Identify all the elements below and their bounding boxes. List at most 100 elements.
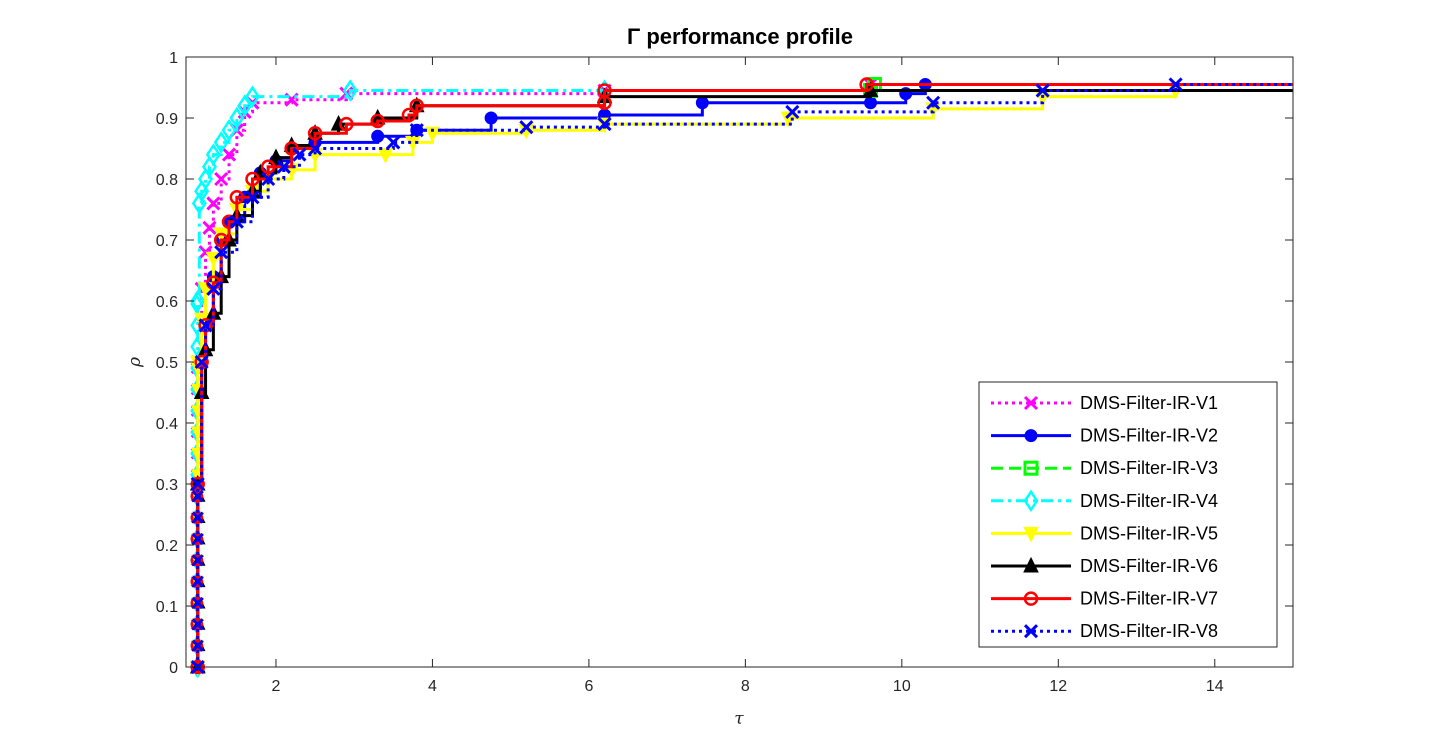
legend-marker xyxy=(1023,489,1039,513)
series-point xyxy=(190,575,203,588)
x-tick-label: 14 xyxy=(1206,678,1224,695)
series-point xyxy=(221,147,237,162)
legend-marker xyxy=(1023,460,1039,476)
ticks-layer: 2 4 6 8 10 12 14 0 0.1 0.2 0.3 0.4 0.5 0.6 0.7 0.8 0.9 1 xyxy=(156,50,1293,695)
x-tick-label: 2 xyxy=(272,678,281,695)
series-layer xyxy=(189,76,1293,679)
y-tick-label: 0.1 xyxy=(156,599,178,616)
chart-title: Γ performance profile xyxy=(627,24,853,49)
x-tick-label: 4 xyxy=(428,678,437,695)
legend-label: DMS-Filter-IR-V7 xyxy=(1080,589,1218,609)
legend-label: DMS-Filter-IR-V6 xyxy=(1080,556,1218,576)
series-point xyxy=(202,220,217,235)
series-point xyxy=(424,126,441,143)
series-point xyxy=(377,148,394,164)
series-point xyxy=(191,490,204,503)
series-point xyxy=(409,98,425,114)
series-point xyxy=(237,94,253,118)
series-point xyxy=(339,116,354,132)
legend-marker xyxy=(1023,591,1039,606)
series-point xyxy=(213,131,229,154)
series-point xyxy=(597,117,612,132)
legend-entry: DMS-Filter-IR-V7 xyxy=(991,589,1218,609)
y-tick-label: 0.9 xyxy=(156,111,178,128)
legend-label: DMS-Filter-IR-V4 xyxy=(1080,491,1218,511)
legend-label: DMS-Filter-IR-V5 xyxy=(1080,523,1218,543)
series-point xyxy=(926,95,941,110)
y-tick-label: 0.4 xyxy=(156,416,178,433)
series-point xyxy=(190,336,204,358)
legend-marker xyxy=(1023,624,1039,639)
series-point xyxy=(785,104,800,119)
series-point xyxy=(308,141,323,156)
series-point xyxy=(386,135,401,150)
series-point xyxy=(214,245,229,260)
legend-entry: DMS-Filter-IR-V6 xyxy=(991,556,1218,576)
legend: DMS-Filter-IR-V1 DMS-Filter-IR-V2 DMS-Filt… xyxy=(978,381,1278,648)
series-point xyxy=(284,141,299,156)
series-point xyxy=(191,192,207,215)
series-point xyxy=(859,77,874,92)
x-tick-label: 8 xyxy=(741,678,750,695)
series-point xyxy=(206,196,221,211)
series-point xyxy=(190,476,205,492)
y-axis-label: ρ xyxy=(125,357,145,368)
series-point xyxy=(191,575,204,588)
y-tick-label: 0.8 xyxy=(156,172,178,189)
legend-entry: DMS-Filter-IR-V2 xyxy=(991,426,1218,446)
series-point xyxy=(261,171,276,187)
series-point xyxy=(1168,77,1183,92)
series-point xyxy=(245,171,260,187)
legend-marker xyxy=(1023,526,1039,543)
series-point xyxy=(260,159,276,175)
y-tick-label: 0.2 xyxy=(156,538,178,555)
series-point xyxy=(190,289,206,313)
series-point xyxy=(191,511,204,524)
series-point xyxy=(1035,83,1050,98)
series-point xyxy=(292,147,307,162)
series-point xyxy=(409,123,424,138)
legend-entry: DMS-Filter-IR-V5 xyxy=(991,523,1218,543)
series-point xyxy=(191,596,204,610)
series-point xyxy=(191,532,204,545)
legend-entry: DMS-Filter-IR-V1 xyxy=(991,393,1218,413)
series-point xyxy=(191,618,204,631)
series-point xyxy=(342,79,358,102)
x-tick-label: 6 xyxy=(584,678,593,695)
series-point xyxy=(864,96,878,110)
series-point xyxy=(245,190,260,205)
legend-label: DMS-Filter-IR-V1 xyxy=(1080,393,1218,413)
y-tick-label: 0.6 xyxy=(156,294,178,311)
series-point xyxy=(307,126,323,141)
series-DMS-Filter-IR-V8 xyxy=(190,77,1293,675)
y-tick-label: 1 xyxy=(169,50,178,67)
x-tick-label: 12 xyxy=(1049,678,1067,695)
series-point xyxy=(276,159,291,174)
series-point xyxy=(191,639,204,652)
y-tick-label: 0.7 xyxy=(156,233,178,250)
series-point xyxy=(371,129,385,143)
series-point xyxy=(213,232,229,248)
legend-marker xyxy=(1023,395,1039,411)
legend-entry: DMS-Filter-IR-V3 xyxy=(991,458,1218,478)
series-point xyxy=(695,96,709,110)
legend-marker xyxy=(1024,429,1038,443)
series-point xyxy=(370,113,385,129)
legend-entry: DMS-Filter-IR-V8 xyxy=(991,621,1218,641)
legend-entry: DMS-Filter-IR-V4 xyxy=(991,489,1218,513)
series-point xyxy=(190,554,203,567)
series-point xyxy=(268,148,284,165)
legend-label: DMS-Filter-IR-V8 xyxy=(1080,621,1218,641)
series-point xyxy=(198,318,213,333)
legend-label: DMS-Filter-IR-V3 xyxy=(1080,458,1218,478)
series-point xyxy=(229,106,245,130)
legend-label: DMS-Filter-IR-V2 xyxy=(1080,426,1218,446)
series-point xyxy=(214,171,229,187)
series-point xyxy=(244,85,261,108)
x-axis-label: τ xyxy=(734,709,744,729)
series-point xyxy=(229,214,244,229)
x-tick-label: 10 xyxy=(893,678,911,695)
series-point xyxy=(206,281,221,296)
series-point xyxy=(191,554,204,567)
